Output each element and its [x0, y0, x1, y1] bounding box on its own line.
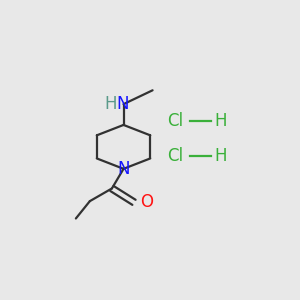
Text: O: O — [140, 193, 153, 211]
Text: N: N — [116, 95, 129, 113]
Text: H: H — [214, 112, 227, 130]
Text: H: H — [214, 147, 227, 165]
Text: Cl: Cl — [167, 112, 183, 130]
Text: Cl: Cl — [167, 147, 183, 165]
Text: N: N — [117, 160, 130, 178]
Text: H: H — [104, 95, 117, 113]
